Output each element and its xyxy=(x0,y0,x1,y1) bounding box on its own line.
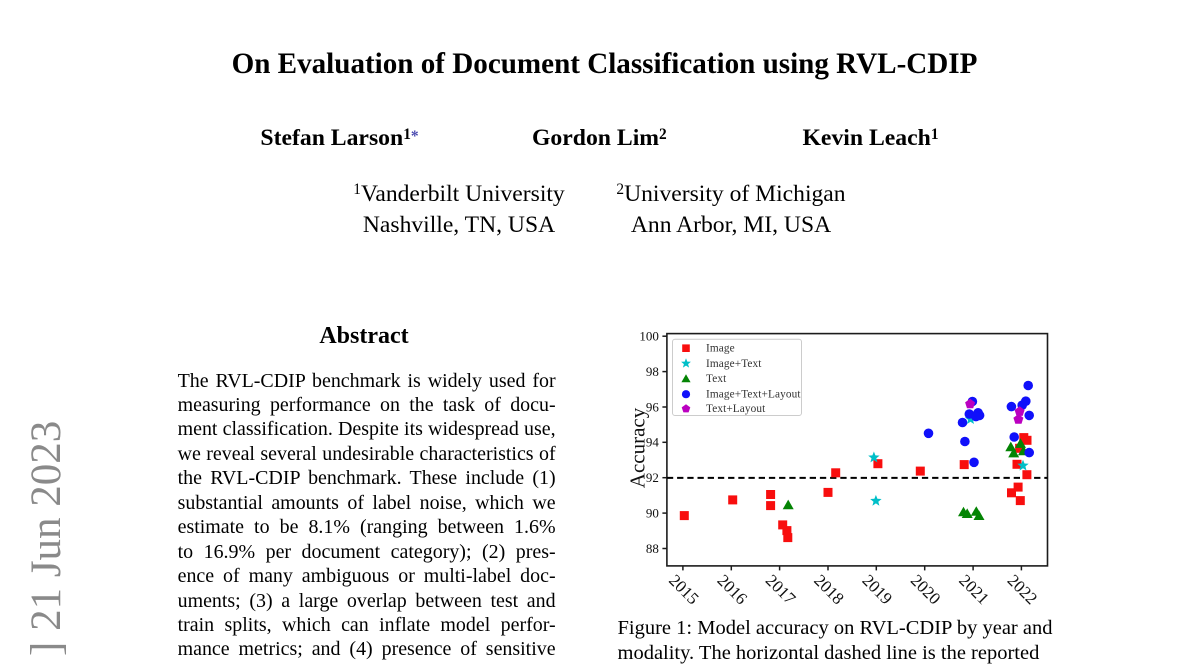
svg-text:Text+Layout: Text+Layout xyxy=(706,403,766,415)
svg-text:100: 100 xyxy=(639,329,659,344)
svg-text:94: 94 xyxy=(646,435,660,450)
svg-text:Text: Text xyxy=(706,373,727,385)
svg-text:2018: 2018 xyxy=(810,571,847,608)
svg-text:2019: 2019 xyxy=(859,571,896,608)
svg-text:88: 88 xyxy=(646,541,659,556)
svg-text:2020: 2020 xyxy=(907,571,944,608)
svg-text:Image+Text: Image+Text xyxy=(706,358,762,370)
svg-text:96: 96 xyxy=(646,399,660,414)
svg-text:Image+Text+Layout: Image+Text+Layout xyxy=(706,389,801,401)
svg-text:Image: Image xyxy=(706,343,735,355)
svg-text:98: 98 xyxy=(646,364,659,379)
svg-text:92: 92 xyxy=(646,470,659,485)
svg-text:2022: 2022 xyxy=(1004,571,1041,608)
svg-text:Accuracy: Accuracy xyxy=(626,407,650,488)
svg-text:2017: 2017 xyxy=(762,571,800,609)
svg-text:2021: 2021 xyxy=(955,571,992,608)
svg-text:2016: 2016 xyxy=(714,571,751,608)
svg-text:90: 90 xyxy=(646,505,659,520)
svg-text:2015: 2015 xyxy=(665,571,702,608)
